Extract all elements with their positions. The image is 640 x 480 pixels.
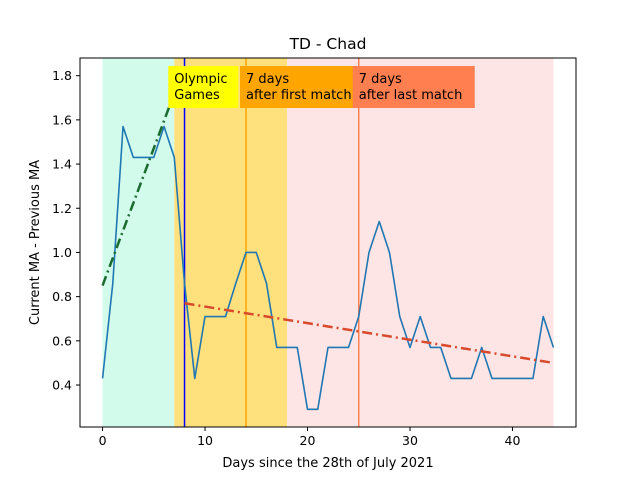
annotation-text-1-1: after first match: [246, 88, 352, 103]
trend-line-2: [184, 302, 554, 365]
x-tick-label-2: 20: [300, 433, 316, 448]
plot-frame: [79, 57, 577, 428]
x-tick-label-0: 0: [99, 433, 107, 448]
y-tick-label-1: 0.6: [52, 333, 72, 348]
shaded-region-0: [102, 58, 175, 427]
y-tick-label-4: 1.2: [52, 201, 72, 216]
chart-title: TD - Chad: [289, 35, 367, 53]
data-line: [101, 125, 555, 411]
annotation-text-1-0: 7 days: [246, 72, 289, 87]
x-ticks-layer: 0 10 20 30 40: [99, 427, 521, 448]
annotation-text-2-0: 7 days: [359, 72, 402, 87]
trend-line-1: [101, 92, 176, 287]
vertical-lines-layer: [183, 58, 360, 427]
y-tick-label-2: 0.8: [52, 289, 72, 304]
annotation-text-0-0: Olympic: [174, 72, 227, 87]
x-tick-label-4: 40: [505, 433, 521, 448]
x-tick-label-3: 30: [402, 433, 418, 448]
x-tick-label-1: 10: [197, 433, 213, 448]
shaded-region-2: [287, 58, 554, 427]
y-tick-label-6: 1.6: [52, 112, 72, 127]
annotation-box-1: [240, 66, 363, 108]
series-layer: [101, 92, 555, 411]
annotation-box-0: [168, 66, 239, 108]
x-axis-title: Days since the 28th of July 2021: [222, 456, 433, 471]
shaded-region-1: [174, 58, 288, 427]
shaded-regions-layer: [102, 58, 554, 427]
annotation-box-2: [352, 66, 475, 108]
annotation-text-0-1: Games: [174, 88, 220, 103]
y-tick-label-0: 0.4: [52, 378, 72, 393]
annotation-text-2-1: after last match: [359, 88, 463, 103]
y-tick-label-7: 1.8: [52, 68, 72, 83]
y-ticks-layer: 0.4 0.6 0.8 1.0 1.2 1.4 1.6 1.8: [52, 68, 80, 393]
y-axis-title: Current MA - Previous MA: [28, 160, 43, 325]
y-tick-label-3: 1.0: [52, 245, 72, 260]
y-tick-label-5: 1.4: [52, 157, 72, 172]
